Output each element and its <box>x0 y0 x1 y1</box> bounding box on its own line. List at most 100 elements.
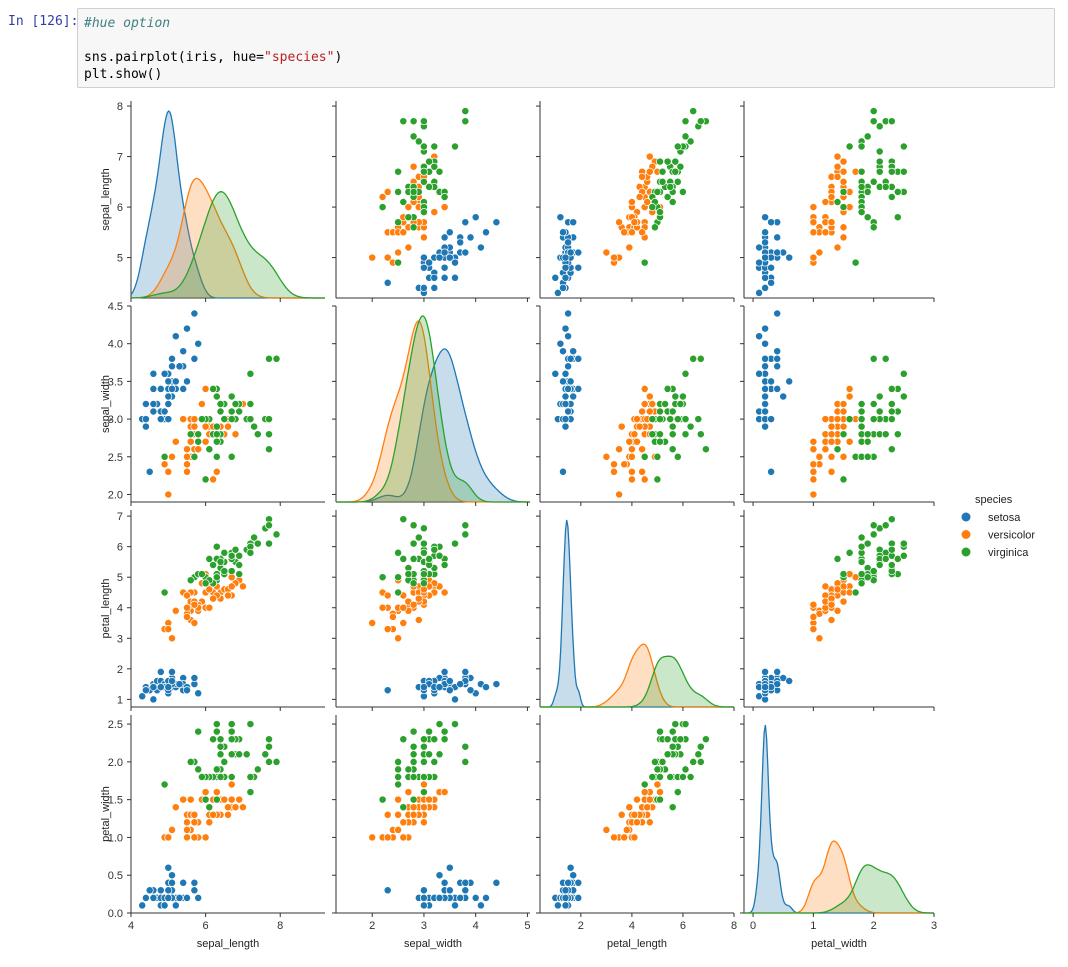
scatter-point-virginica <box>648 430 657 439</box>
scatter-point-setosa <box>419 253 428 262</box>
scatter-point-versicolor <box>399 833 408 842</box>
scatter-point-versicolor <box>399 228 408 237</box>
scatter-point-setosa <box>445 677 454 685</box>
scatter-point-versicolor <box>171 803 180 812</box>
scatter-point-versicolor <box>168 452 176 461</box>
scatter-point-setosa <box>451 901 459 910</box>
scatter-point-versicolor <box>440 588 449 597</box>
scatter-point-versicolor <box>602 452 611 461</box>
scatter-point-setosa <box>566 863 575 872</box>
y-tick-label: 5 <box>117 253 123 265</box>
scatter-point-virginica <box>435 167 444 176</box>
scatter-point-versicolor <box>205 585 214 594</box>
y-axis-label: sepal_length <box>100 168 112 230</box>
scatter-point-setosa <box>461 248 470 257</box>
scatter-point-virginica <box>435 750 444 759</box>
scatter-point-versicolor <box>190 818 199 827</box>
scatter-point-versicolor <box>809 625 818 634</box>
scatter-point-virginica <box>231 545 240 554</box>
scatter-point-versicolor <box>809 218 818 227</box>
scatter-point-versicolor <box>809 475 818 484</box>
scatter-point-virginica <box>857 570 866 579</box>
scatter-point-setosa <box>785 677 794 685</box>
scatter-point-virginica <box>461 521 470 530</box>
kde-fill-setosa <box>336 349 530 502</box>
scatter-point-virginica <box>887 384 896 393</box>
scatter-point-setosa <box>761 392 770 401</box>
scatter-point-versicolor <box>656 788 664 797</box>
y-tick-label: 4.0 <box>108 339 123 351</box>
scatter-point-virginica <box>681 132 690 141</box>
scatter-point-versicolor <box>815 452 824 461</box>
scatter-point-versicolor <box>394 795 403 804</box>
scatter-point-setosa <box>773 248 782 257</box>
scatter-point-virginica <box>666 182 675 191</box>
scatter-point-versicolor <box>648 400 657 408</box>
scatter-point-setosa <box>767 415 776 424</box>
scatter-point-virginica <box>839 430 848 439</box>
scatter-point-setosa <box>440 248 449 257</box>
kde-fill-versicolor <box>744 841 934 913</box>
scatter-point-versicolor <box>409 162 418 171</box>
scatter-point-virginica <box>227 750 236 759</box>
scatter-point-setosa <box>773 667 782 676</box>
scatter-point-setosa <box>445 686 454 695</box>
scatter-point-virginica <box>668 422 677 431</box>
scatter-point-versicolor <box>602 825 611 834</box>
scatter-point-versicolor <box>640 788 649 797</box>
scatter-point-virginica <box>378 203 387 212</box>
scatter-point-versicolor <box>227 795 236 804</box>
scatter-point-virginica <box>242 750 251 759</box>
scatter-point-setosa <box>767 278 776 287</box>
y-tick-label: 7 <box>117 152 123 164</box>
scatter-point-virginica <box>863 452 872 461</box>
scatter-point-virginica <box>399 554 408 563</box>
y-tick-label: 6 <box>117 202 123 214</box>
kde-fill-versicolor <box>336 321 530 502</box>
x-tick-label: 4 <box>473 920 479 932</box>
code-token: sns.pairplot(iris, hue= <box>84 50 265 65</box>
x-axis-label: sepal_length <box>197 938 259 950</box>
scatter-point-virginica <box>676 735 685 744</box>
scatter-point-virginica <box>661 400 670 408</box>
scatter-point-virginica <box>663 384 672 393</box>
scatter-point-virginica <box>265 521 273 530</box>
code-token: plt.show() <box>84 67 163 82</box>
scatter-point-setosa <box>445 886 454 895</box>
scatter-point-versicolor <box>388 612 397 621</box>
scatter-point-versicolor <box>839 597 848 606</box>
code-cell[interactable]: #hue option sns.pairplot(iris, hue="speci… <box>77 8 1055 88</box>
scatter-point-versicolor <box>643 198 652 206</box>
kde-line-versicolor <box>131 177 325 299</box>
scatter-point-virginica <box>857 407 866 416</box>
scatter-point-setosa <box>440 263 449 272</box>
scatter-point-virginica <box>212 437 221 446</box>
scatter-point-virginica <box>419 742 428 751</box>
y-axis-label: sepal_width <box>100 375 112 433</box>
scatter-point-setosa <box>168 878 176 887</box>
scatter-point-versicolor <box>625 803 634 812</box>
scatter-point-versicolor <box>845 384 854 393</box>
scatter-point-versicolor <box>201 437 210 446</box>
scatter-point-virginica <box>430 142 439 151</box>
scatter-point-virginica <box>220 415 229 424</box>
scatter-point-virginica <box>686 422 695 431</box>
scatter-point-setosa <box>773 347 782 356</box>
scatter-point-virginica <box>440 561 449 569</box>
scatter-point-versicolor <box>809 437 818 446</box>
scatter-point-setosa <box>556 339 565 348</box>
scatter-point-versicolor <box>224 591 232 600</box>
scatter-point-setosa <box>492 680 501 689</box>
scatter-point-virginica <box>425 182 434 191</box>
scatter-point-virginica <box>869 177 878 186</box>
scatter-point-virginica <box>419 579 428 588</box>
scatter-point-versicolor <box>171 437 180 446</box>
scatter-point-setosa <box>574 263 583 272</box>
scatter-point-versicolor <box>643 803 652 812</box>
scatter-point-setosa <box>175 362 184 371</box>
scatter-point-versicolor <box>809 467 818 476</box>
scatter-point-setosa <box>141 686 150 695</box>
scatter-point-virginica <box>419 788 428 797</box>
scatter-point-setosa <box>156 415 165 424</box>
scatter-point-virginica <box>435 720 444 729</box>
